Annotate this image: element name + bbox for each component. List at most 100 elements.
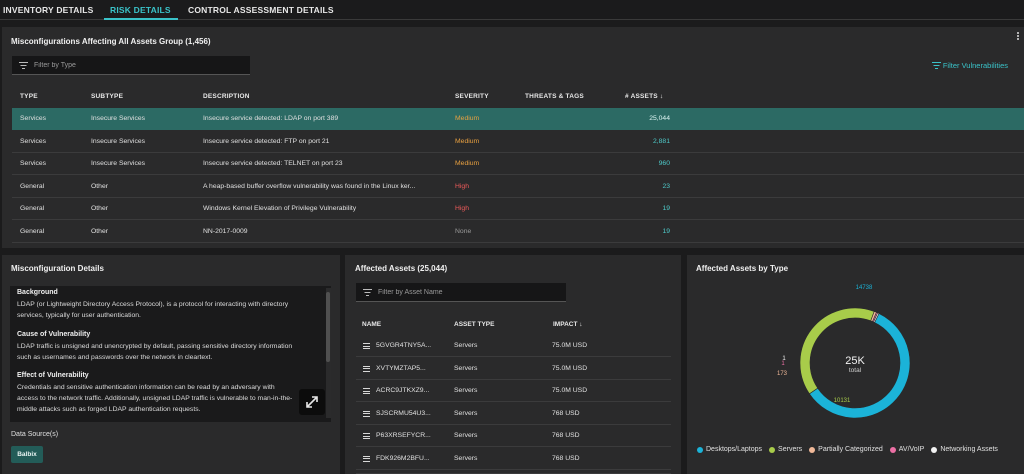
filter-by-type-field[interactable] [12,56,250,75]
list-icon [363,410,370,417]
column-header-description[interactable]: DESCRIPTION [203,93,250,100]
donut-center-label: total [849,367,862,374]
cell-assets: 960 [658,160,670,167]
column-header-threats-tags[interactable]: THREATS & TAGS [525,93,584,100]
column-header-asset-type[interactable]: ASSET TYPE [454,321,495,328]
expand-icon [306,396,318,408]
donut-slice-networking-assets[interactable] [873,312,880,323]
asset-impact: 75.0M USD [552,387,588,394]
asset-name: P63XRSEFYCR... [376,432,431,439]
asset-name: ACRC9JTKXZ9... [376,387,430,394]
asset-impact: 768 USD [552,409,580,417]
donut-label-desktops: 14738 [856,285,873,291]
background-heading: Background [17,289,58,296]
table-row[interactable]: Services Insecure Services Insecure servic… [12,108,1024,130]
asset-impact: 768 USD [552,454,580,462]
cell-severity: None [455,227,472,235]
cell-assets: 19 [662,205,670,212]
legend-dot [769,446,776,453]
expand-button[interactable] [299,389,325,415]
legend-item-partially-categorized[interactable]: Partially Categorized [809,446,883,453]
table-row[interactable]: General Other NN-2017-0009 None 19 [12,221,1024,243]
asset-row[interactable]: 5GVGR4TNY5A... Servers 75.0M USD [356,335,671,357]
filter-by-asset-name-input[interactable] [378,283,562,302]
effect-line: Credentials and sensitive authentication… [17,384,275,391]
table-row[interactable]: General Other Windows Kernel Elevation of … [12,198,1024,220]
tab-bar: INVENTORY DETAILS RISK DETAILS CONTROL A… [0,0,1024,20]
asset-type: Servers [454,432,478,439]
column-header-severity[interactable]: SEVERITY [455,93,489,100]
details-scroll-area[interactable]: Background LDAP (or Lightweight Director… [10,286,331,422]
legend-label: AV/VoIP [898,446,925,453]
cell-assets: 2,881 [652,137,670,145]
tab-risk-details[interactable]: RISK DETAILS [110,5,171,15]
cell-description: Insecure service detected: TELNET on por… [203,160,343,167]
filter-by-type-input[interactable] [34,56,246,75]
list-icon [363,365,370,372]
column-header-assets-label: # ASSETS [625,93,658,100]
cell-subtype: Insecure Services [91,115,146,122]
filter-vulnerabilities-label: Filter Vulnerabilities [942,61,1008,70]
asset-row[interactable]: P63XRSEFYCR... Servers 768 USD [356,425,671,447]
asset-row[interactable]: XVTYMZTAP5... Servers 75.0M USD [356,358,671,380]
donut-slice-servers[interactable] [799,307,875,395]
asset-name: 5GVGR4TNY5A... [376,342,432,349]
cell-severity: High [455,182,469,190]
legend-dot [809,446,816,453]
background-line: services, typically for user authenticat… [17,312,141,319]
data-source-badge[interactable]: Balbix [11,446,43,463]
kebab-menu-icon[interactable] [1016,32,1020,42]
legend-item-servers[interactable]: Servers [769,446,802,453]
asset-type: Servers [454,342,478,349]
tab-control-assessment-details[interactable]: CONTROL ASSESSMENT DETAILS [188,5,334,15]
column-header-type[interactable]: TYPE [20,93,38,100]
cell-severity: High [455,205,469,212]
table-row[interactable]: General Other A heap-based buffer overflow… [12,176,1024,198]
legend-item-networking-assets[interactable]: Networking Assets [931,446,998,453]
donut-center-value: 25K [845,355,865,367]
table-row[interactable]: Services Insecure Services Insecure servic… [12,131,1024,153]
asset-row[interactable]: ACRC9JTKXZ9... Servers 75.0M USD [356,380,671,402]
asset-impact: 768 USD [552,432,580,439]
cell-description: NN-2017-0009 [203,227,248,235]
list-icon [363,433,370,439]
cell-subtype: Insecure Services [91,137,146,145]
asset-row[interactable]: FDK926M2BFU... Servers 768 USD [356,448,671,470]
cell-subtype: Other [91,205,108,212]
legend-item-desktops-laptops[interactable]: Desktops/Laptops [697,446,762,453]
misconfigurations-title: Misconfigurations Affecting All Assets G… [11,37,211,46]
legend-label: Partially Categorized [818,446,883,453]
cell-description: Insecure service detected: LDAP on port … [203,115,339,122]
cell-description: Insecure service detected: FTP on port 2… [203,137,330,145]
asset-row[interactable]: SJSCRMU54U3... Servers 768 USD [356,403,671,425]
asset-name: SJSCRMU54U3... [376,409,431,417]
assets-by-type-title: Affected Assets by Type [696,264,789,273]
column-header-name[interactable]: NAME [362,321,382,328]
list-icon [363,343,370,349]
cell-description: A heap-based buffer overflow vulnerabili… [203,182,416,190]
column-header-subtype[interactable]: SUBTYPE [91,93,124,100]
cause-line: such as usernames and passwords over the… [17,354,213,361]
table-row[interactable]: Services Insecure Services Insecure servic… [12,153,1024,175]
filter-vulnerabilities-button[interactable]: Filter Vulnerabilities [931,61,1008,70]
filter-by-asset-name-field[interactable] [356,283,566,302]
column-header-impact[interactable]: IMPACT ↓ [553,321,583,328]
misconfiguration-details-title: Misconfiguration Details [11,264,104,273]
column-header-assets[interactable]: # ASSETS ↓ [625,93,663,100]
cause-text: LDAP traffic is unsigned and unencrypted… [17,341,323,363]
filter-icon [19,62,28,69]
cell-subtype: Insecure Services [91,160,146,167]
details-scrollbar[interactable] [326,288,331,418]
legend-item-av-voip[interactable]: AV/VoIP [889,446,925,453]
data-source-label: Data Source(s) [11,431,59,438]
cell-severity: Medium [455,137,480,145]
effect-line: middle attacks such as forged LDAP authe… [17,406,201,413]
tab-inventory-details[interactable]: INVENTORY DETAILS [3,5,94,15]
cell-type: General [20,205,45,212]
cell-assets: 25,044 [649,115,670,122]
asset-impact: 75.0M USD [552,342,588,349]
legend-dot [931,446,938,453]
column-header-impact-label: IMPACT [553,321,578,328]
background-text: LDAP (or Lightweight Directory Access Pr… [17,299,323,321]
